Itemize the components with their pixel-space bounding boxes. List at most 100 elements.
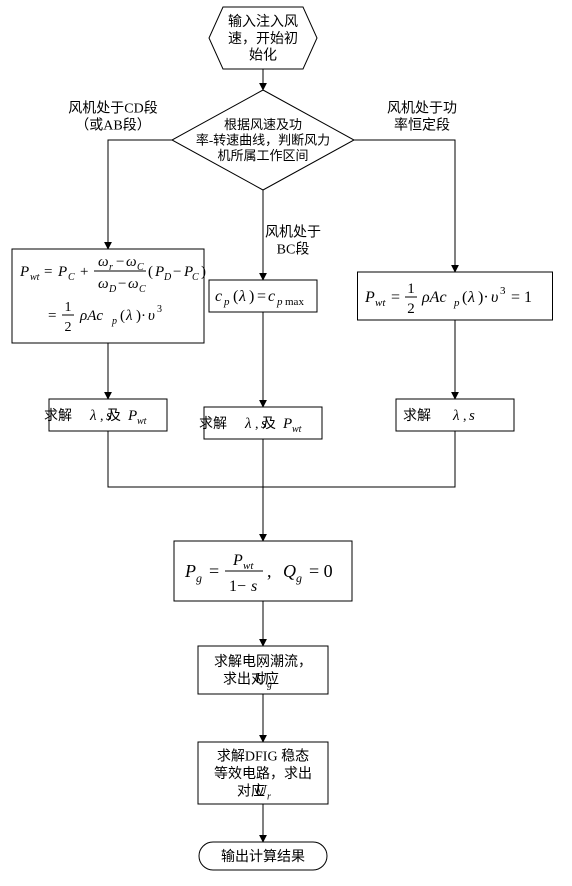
svg-text:ω: ω <box>126 254 137 270</box>
node-left_solve: 求解λ,s及Pwt <box>44 399 167 431</box>
node-pg_qg: Pg = Pwt 1− s, Qg = 0 <box>174 541 352 601</box>
svg-text:p: p <box>111 316 117 327</box>
svg-text:率恒定段: 率恒定段 <box>394 116 450 133</box>
svg-text:r: r <box>267 791 271 802</box>
svg-text:,: , <box>463 409 467 424</box>
svg-text:c: c <box>215 288 222 305</box>
svg-text:wt: wt <box>30 272 40 283</box>
svg-text:,: , <box>267 561 272 581</box>
svg-text:,: , <box>255 417 259 432</box>
node-mid_formula: cp(λ)=cpmax <box>209 280 317 312</box>
svg-text:υ: υ <box>491 289 498 306</box>
svg-text:D: D <box>163 272 172 283</box>
svg-text:D: D <box>108 284 117 295</box>
svg-text:风机处于: 风机处于 <box>265 225 321 241</box>
svg-text:根据风速及功: 根据风速及功 <box>224 117 302 132</box>
svg-text:λ: λ <box>452 408 460 424</box>
svg-text:p: p <box>453 297 460 309</box>
svg-text:求解DFIG 稳态: 求解DFIG 稳态 <box>217 748 309 764</box>
svg-text:−: − <box>173 264 181 280</box>
svg-text:p: p <box>276 296 283 308</box>
svg-text:C: C <box>68 272 75 283</box>
svg-text:及: 及 <box>107 408 121 424</box>
svg-text:2: 2 <box>407 301 415 317</box>
svg-text:P: P <box>19 264 29 280</box>
svg-text:输入注入风: 输入注入风 <box>228 14 298 30</box>
svg-text:c: c <box>268 288 275 305</box>
svg-text:g: g <box>196 571 202 585</box>
svg-text:=: = <box>44 264 52 280</box>
svg-text:,: , <box>100 409 104 424</box>
node-right_formula: Pwt=12ρAcp(λ)·υ3= 1 <box>358 272 553 320</box>
svg-text:求解: 求解 <box>44 408 72 424</box>
svg-text:Q: Q <box>283 561 296 581</box>
svg-text:r: r <box>109 262 113 273</box>
svg-text:C: C <box>137 262 144 273</box>
svg-text:wt: wt <box>137 416 147 427</box>
svg-text:): ) <box>201 264 206 280</box>
node-grid_flow: 求解电网潮流，求出对应 U·g <box>198 646 328 694</box>
svg-text:=: = <box>257 288 266 305</box>
svg-text:ω: ω <box>98 254 109 270</box>
svg-text:λ: λ <box>467 289 475 306</box>
svg-text:速，开始初: 速，开始初 <box>228 30 298 47</box>
svg-text:ω: ω <box>98 276 109 292</box>
svg-text:(: ( <box>120 308 125 324</box>
node-left_formula: Pwt=PC+ωr−ωCωD−ωC(PD−PC)=12ρAcp(λ)·υ3 <box>12 249 206 343</box>
svg-text:始化: 始化 <box>249 48 277 64</box>
svg-text:(: ( <box>462 289 467 306</box>
svg-text:): ) <box>249 288 254 305</box>
svg-text:υ: υ <box>148 308 155 324</box>
svg-text:wt: wt <box>375 297 386 309</box>
svg-text:3: 3 <box>500 285 506 297</box>
node-output: 输出计算结果 <box>199 842 327 870</box>
svg-text:= 0: = 0 <box>309 561 333 581</box>
svg-text:(: ( <box>148 264 153 280</box>
svg-text:λ: λ <box>244 416 252 432</box>
svg-text:风机处于功: 风机处于功 <box>387 101 457 117</box>
svg-text:)·: )· <box>136 308 146 324</box>
svg-text:P: P <box>127 408 137 424</box>
svg-text:wt: wt <box>243 560 254 572</box>
svg-text:λ: λ <box>238 288 246 305</box>
svg-text:= 1: = 1 <box>511 289 532 306</box>
svg-text:−: − <box>116 254 124 270</box>
node-right_solve: 求解λ,s <box>396 399 514 431</box>
node-decision: 根据风速及功率-转速曲线，判断风力机所属工作区间 <box>172 90 354 190</box>
svg-text:3: 3 <box>157 304 162 315</box>
svg-text:λ: λ <box>89 408 97 424</box>
svg-text:g: g <box>267 680 272 691</box>
svg-text:1: 1 <box>407 281 415 297</box>
svg-text:wt: wt <box>292 424 302 435</box>
svg-text:g: g <box>296 571 302 585</box>
svg-text:机所属工作区间: 机所属工作区间 <box>217 148 308 163</box>
svg-text:P: P <box>364 289 375 306</box>
svg-text:s: s <box>251 578 257 595</box>
svg-text:（或AB段）: （或AB段） <box>75 117 150 133</box>
svg-text:ω: ω <box>128 276 139 292</box>
svg-text:1−: 1− <box>229 578 246 595</box>
svg-text:=: = <box>209 561 219 581</box>
svg-text:P: P <box>282 416 292 432</box>
node-mid_solve: 求解λ,s及Pwt <box>199 407 322 439</box>
svg-text:2: 2 <box>65 320 72 335</box>
svg-text:率-转速曲线，判断风力: 率-转速曲线，判断风力 <box>196 133 330 148</box>
svg-text:)·: )· <box>478 289 489 306</box>
svg-text:风机处于CD段: 风机处于CD段 <box>68 101 157 117</box>
svg-text:+: + <box>80 264 88 280</box>
svg-text:max: max <box>285 296 304 308</box>
svg-text:求解: 求解 <box>403 408 431 424</box>
svg-text:及: 及 <box>262 416 276 432</box>
svg-text:输出计算结果: 输出计算结果 <box>221 849 305 865</box>
svg-text:·: · <box>259 772 264 787</box>
svg-text:=: = <box>48 308 56 324</box>
svg-text:·: · <box>259 661 264 676</box>
svg-text:1: 1 <box>65 300 72 315</box>
svg-text:C: C <box>139 284 146 295</box>
node-start: 输入注入风速，开始初始化 <box>209 7 317 69</box>
svg-text:p: p <box>223 296 230 308</box>
svg-text:P: P <box>154 264 164 280</box>
svg-text:P: P <box>184 561 196 581</box>
svg-text:P: P <box>57 264 67 280</box>
svg-text:P: P <box>232 552 243 569</box>
